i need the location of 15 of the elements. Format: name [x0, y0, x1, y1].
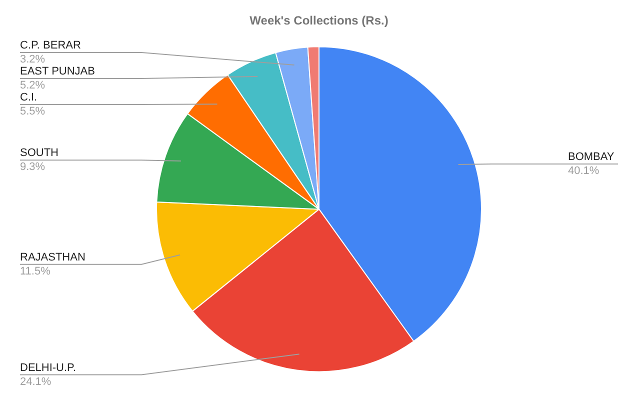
slice-label: SOUTH: [20, 147, 59, 160]
data-label: 24.1%: [20, 376, 52, 388]
data-label: 5.2%: [20, 80, 46, 92]
slice-label: EAST PUNJAB: [20, 66, 95, 78]
slice-label: C.I.: [20, 92, 38, 104]
slice-label: RAJASTHAN: [20, 251, 86, 264]
slice-label: DELHI-U.P.: [20, 362, 76, 374]
slice-label: C.P. BERAR: [20, 40, 81, 52]
slice-label: BOMBAY: [568, 151, 615, 163]
data-label: 3.2%: [20, 54, 46, 66]
data-label: 5.5%: [20, 106, 46, 118]
data-label: 11.5%: [20, 265, 51, 278]
data-label: 40.1%: [568, 165, 600, 177]
data-label: 9.3%: [20, 161, 46, 174]
chart-title: Week's Collections (Rs.): [250, 14, 388, 28]
